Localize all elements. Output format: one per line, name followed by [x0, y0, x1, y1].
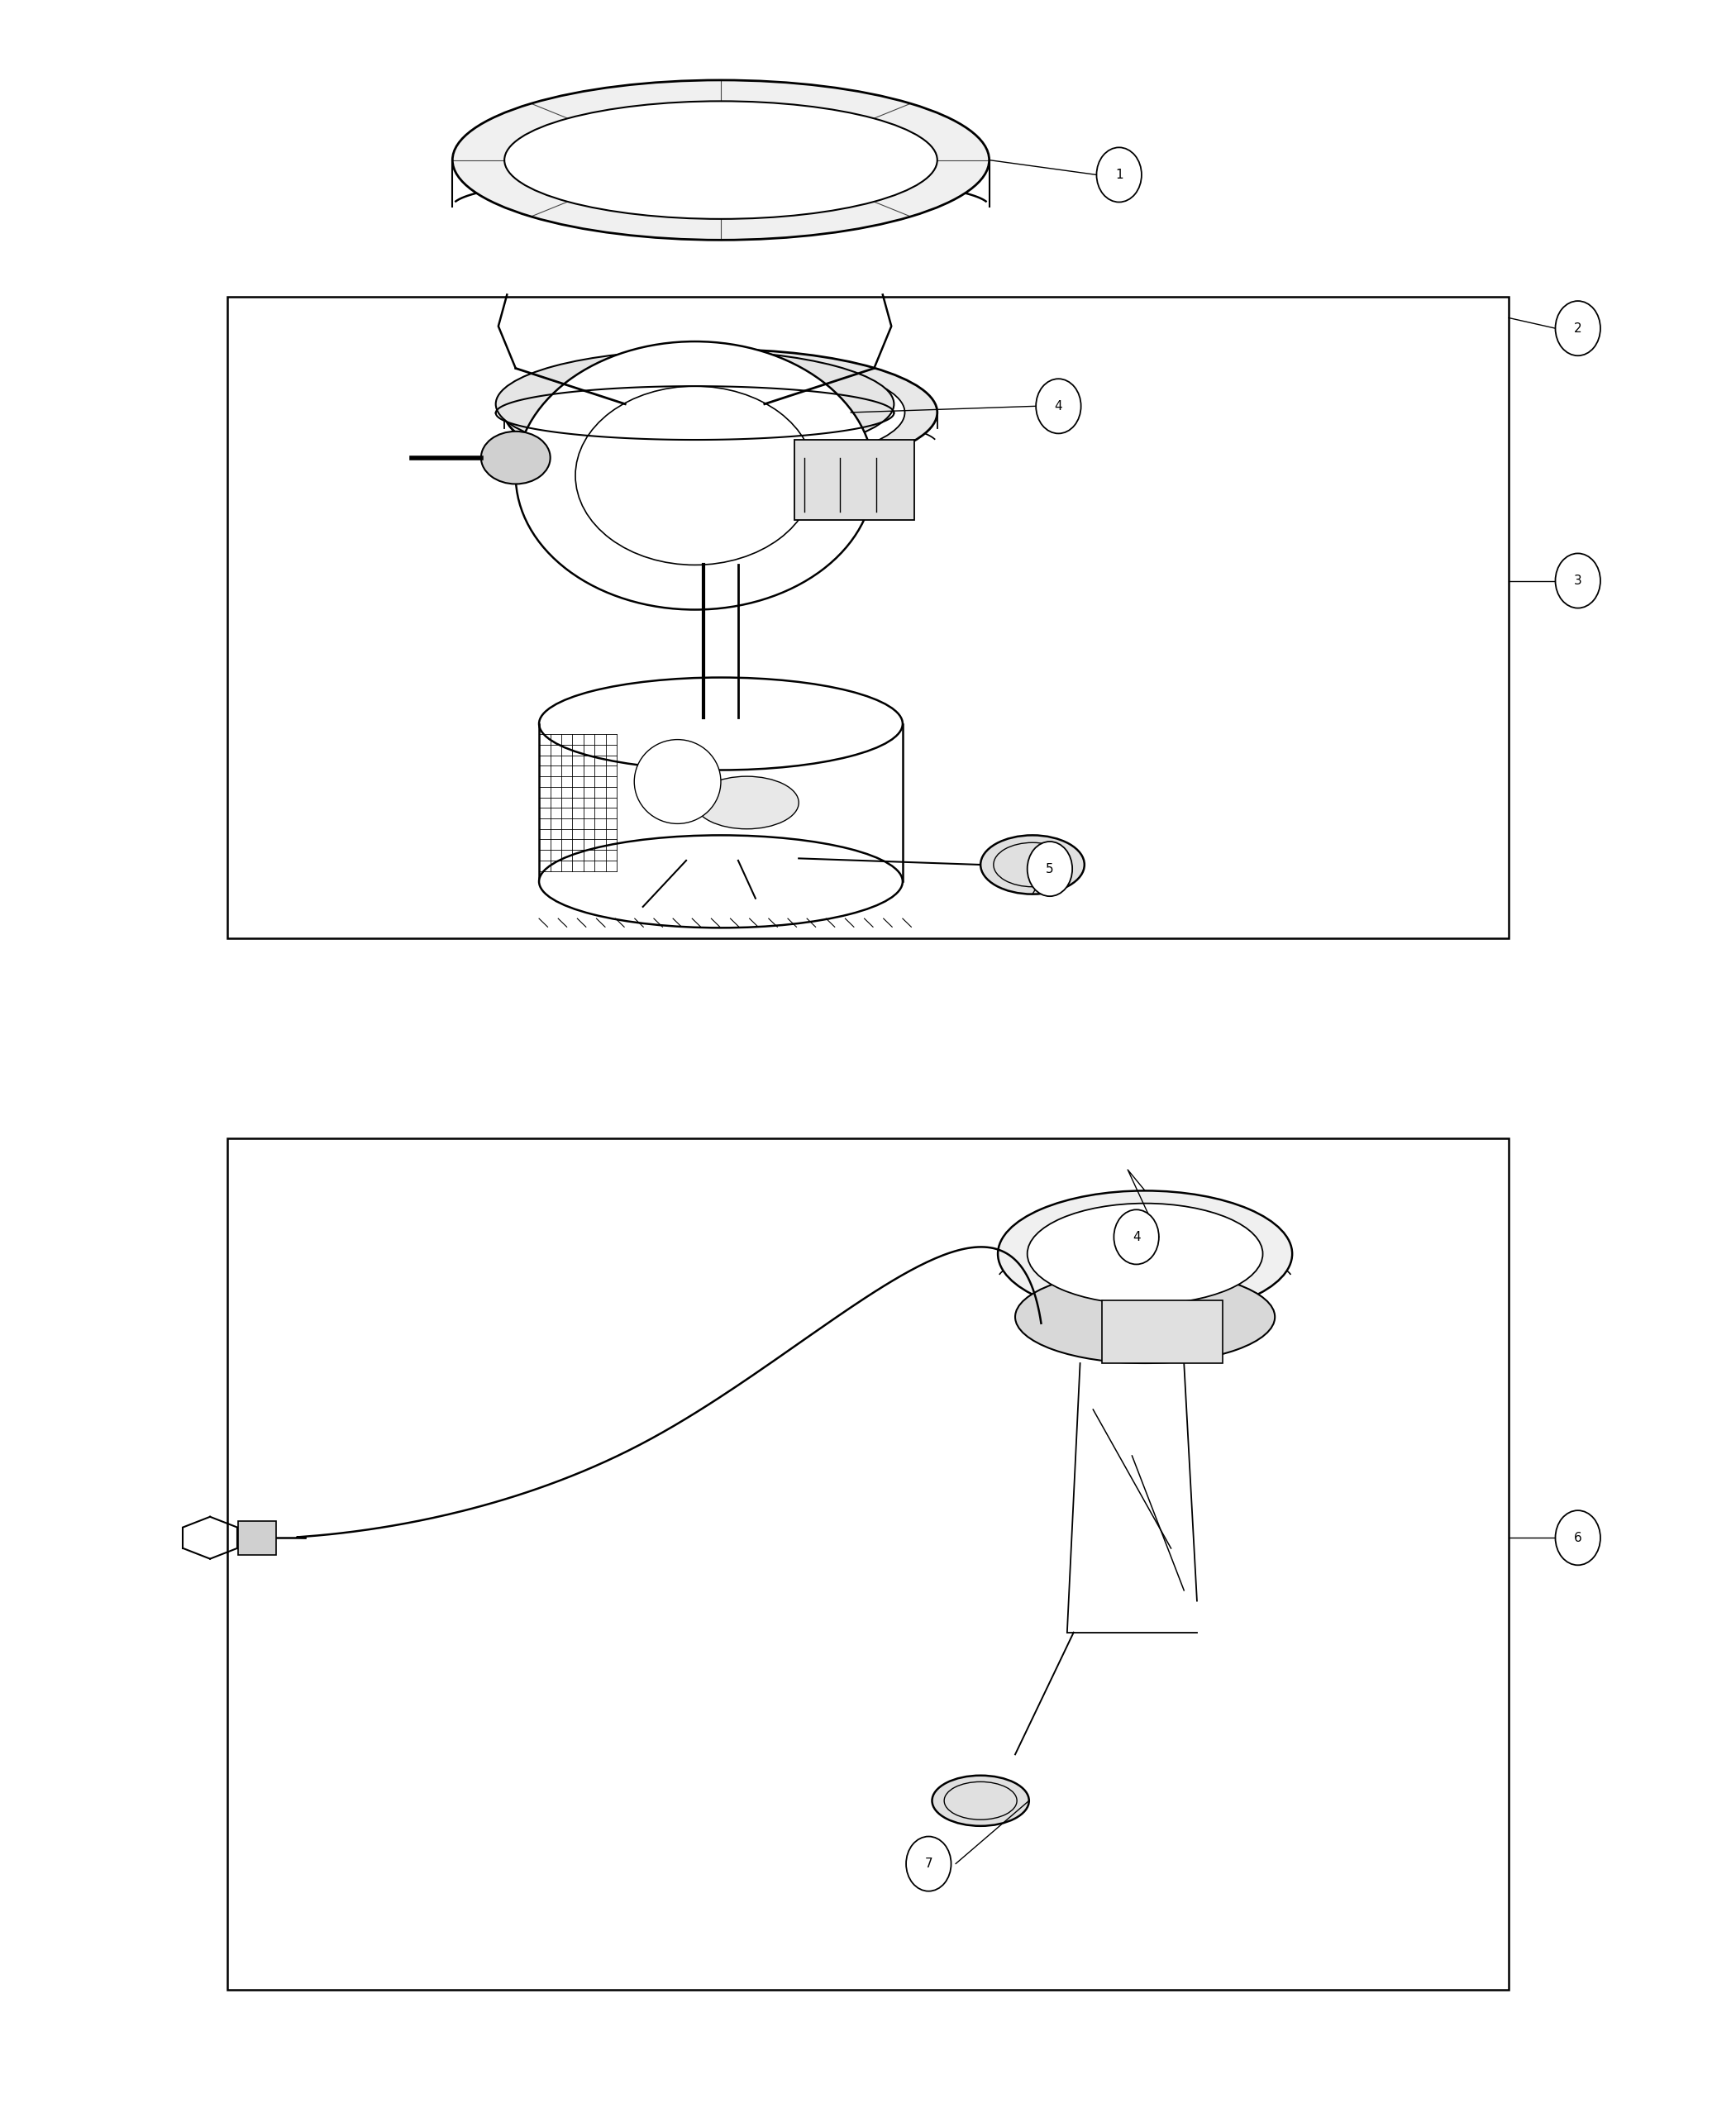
Ellipse shape	[453, 80, 990, 240]
Ellipse shape	[540, 677, 903, 769]
Circle shape	[1028, 841, 1073, 896]
Ellipse shape	[1016, 1271, 1274, 1364]
Ellipse shape	[1028, 1204, 1262, 1305]
Circle shape	[1555, 301, 1601, 356]
Circle shape	[1036, 379, 1082, 434]
Circle shape	[1555, 1511, 1601, 1564]
Ellipse shape	[481, 432, 550, 485]
Bar	[227, 1138, 1509, 1990]
Text: 2: 2	[1575, 323, 1581, 335]
Bar	[238, 1522, 276, 1554]
Ellipse shape	[516, 341, 873, 609]
Circle shape	[906, 1836, 951, 1891]
Ellipse shape	[694, 776, 799, 828]
Ellipse shape	[536, 358, 904, 466]
Text: 3: 3	[1575, 575, 1581, 586]
Ellipse shape	[981, 835, 1085, 894]
Ellipse shape	[932, 1775, 1029, 1826]
Text: 4: 4	[1054, 401, 1062, 413]
Circle shape	[1097, 148, 1142, 202]
Bar	[227, 297, 1509, 938]
Text: 6: 6	[1575, 1533, 1581, 1543]
Bar	[795, 441, 913, 521]
Ellipse shape	[998, 1191, 1292, 1318]
Ellipse shape	[540, 835, 903, 928]
Text: 7: 7	[925, 1857, 932, 1870]
Ellipse shape	[505, 101, 937, 219]
Circle shape	[1115, 1210, 1160, 1265]
Text: 4: 4	[1132, 1231, 1141, 1244]
Ellipse shape	[496, 350, 894, 457]
Text: 1: 1	[1115, 169, 1123, 181]
Circle shape	[1555, 554, 1601, 607]
Ellipse shape	[505, 350, 937, 476]
Text: 5: 5	[1045, 862, 1054, 875]
Bar	[1102, 1301, 1222, 1364]
Ellipse shape	[634, 740, 720, 824]
